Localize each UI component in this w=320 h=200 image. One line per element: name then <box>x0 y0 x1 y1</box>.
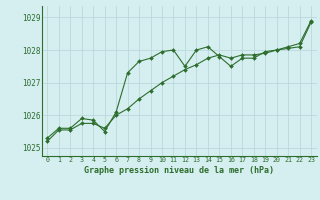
X-axis label: Graphe pression niveau de la mer (hPa): Graphe pression niveau de la mer (hPa) <box>84 166 274 175</box>
